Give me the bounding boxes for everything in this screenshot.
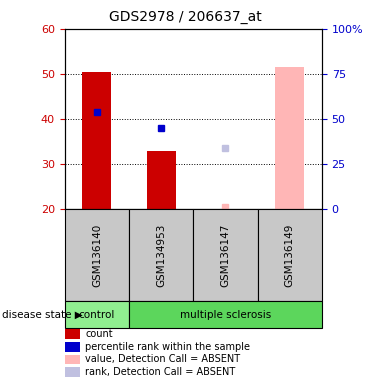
Bar	[129, 209, 194, 301]
Text: rank, Detection Call = ABSENT: rank, Detection Call = ABSENT	[85, 367, 235, 377]
Bar	[129, 301, 322, 328]
Text: GSM136149: GSM136149	[285, 223, 295, 287]
Text: control: control	[79, 310, 115, 320]
Text: disease state ▶: disease state ▶	[2, 310, 83, 320]
Text: value, Detection Call = ABSENT: value, Detection Call = ABSENT	[85, 354, 240, 364]
Bar	[65, 301, 129, 328]
Bar	[65, 209, 129, 301]
Bar	[275, 67, 304, 209]
Text: GSM136140: GSM136140	[92, 224, 102, 287]
Bar	[258, 209, 322, 301]
Text: count: count	[85, 329, 113, 339]
Bar	[83, 72, 111, 209]
Text: GDS2978 / 206637_at: GDS2978 / 206637_at	[109, 10, 261, 23]
Bar	[194, 209, 258, 301]
Text: GSM134953: GSM134953	[156, 223, 166, 287]
Text: multiple sclerosis: multiple sclerosis	[180, 310, 271, 320]
Bar	[147, 151, 176, 209]
Text: percentile rank within the sample: percentile rank within the sample	[85, 342, 250, 352]
Text: GSM136147: GSM136147	[221, 223, 231, 287]
